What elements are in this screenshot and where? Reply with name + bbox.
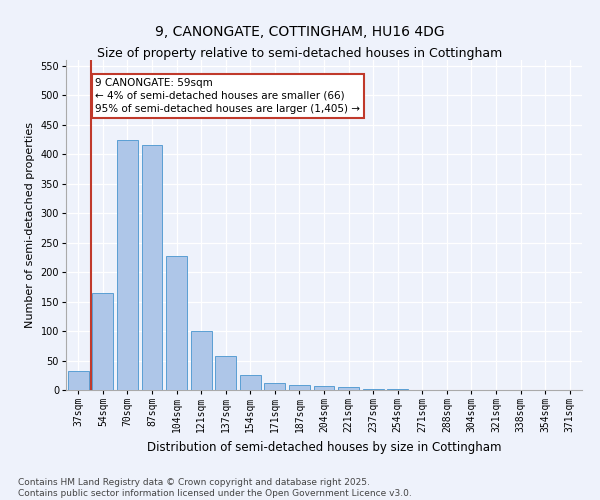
Text: 9, CANONGATE, COTTINGHAM, HU16 4DG: 9, CANONGATE, COTTINGHAM, HU16 4DG	[155, 25, 445, 39]
Bar	[142, 146, 163, 390]
Bar	[117, 140, 138, 390]
Bar	[338, 387, 359, 390]
Bar	[92, 293, 113, 390]
Y-axis label: Number of semi-detached properties: Number of semi-detached properties	[25, 122, 35, 328]
Text: 9 CANONGATE: 59sqm
← 4% of semi-detached houses are smaller (66)
95% of semi-det: 9 CANONGATE: 59sqm ← 4% of semi-detached…	[95, 78, 361, 114]
Bar	[68, 370, 89, 390]
Bar	[265, 383, 286, 390]
Bar	[191, 331, 212, 390]
Bar	[215, 356, 236, 390]
Bar	[166, 256, 187, 390]
X-axis label: Distribution of semi-detached houses by size in Cottingham: Distribution of semi-detached houses by …	[147, 440, 501, 454]
Bar	[240, 376, 261, 390]
Bar	[289, 386, 310, 390]
Bar	[314, 386, 334, 390]
Text: Contains HM Land Registry data © Crown copyright and database right 2025.
Contai: Contains HM Land Registry data © Crown c…	[18, 478, 412, 498]
Text: Size of property relative to semi-detached houses in Cottingham: Size of property relative to semi-detach…	[97, 48, 503, 60]
